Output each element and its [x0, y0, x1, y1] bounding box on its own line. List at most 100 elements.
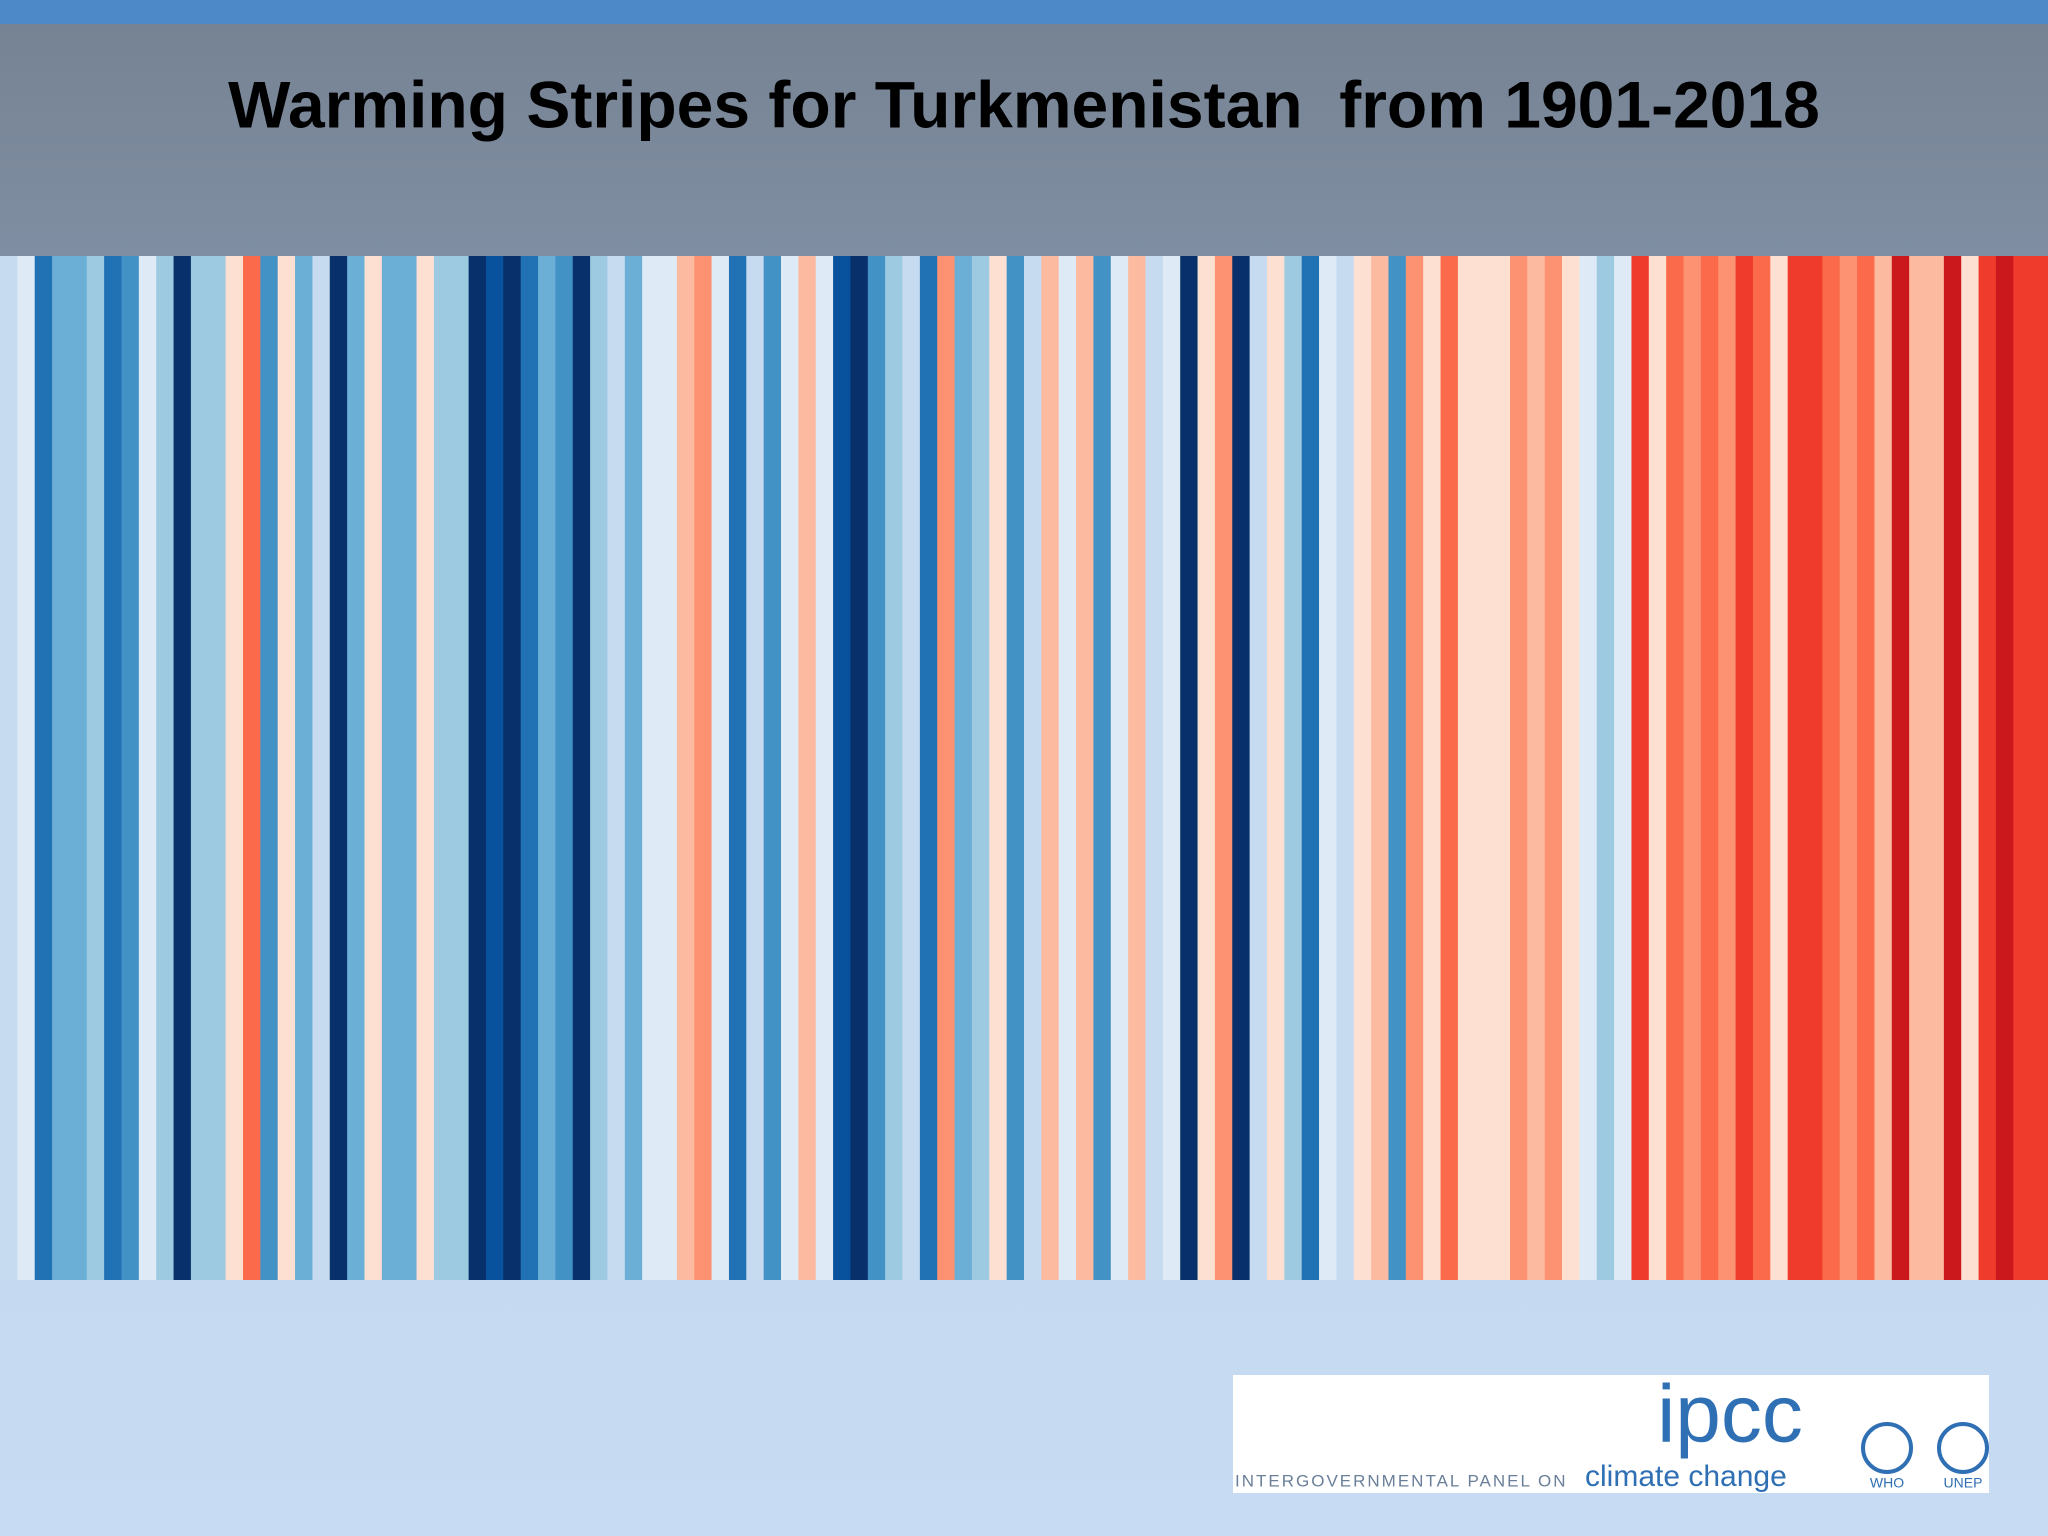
stripe: [1596, 256, 1615, 1280]
stripe: [2030, 256, 2048, 1280]
stripe: [919, 256, 938, 1280]
stripe: [1319, 256, 1337, 1280]
stripe: [364, 256, 383, 1280]
stripe: [746, 256, 765, 1280]
stripe: [17, 256, 36, 1280]
stripe: [607, 256, 626, 1280]
stripe: [937, 256, 956, 1280]
stripe: [1995, 256, 2014, 1280]
stripe: [416, 256, 435, 1280]
stripe: [1197, 256, 1216, 1280]
stripe: [173, 256, 192, 1280]
stripe: [1180, 256, 1199, 1280]
stripe: [1909, 256, 1928, 1280]
stripe: [1926, 256, 1945, 1280]
stripe: [1145, 256, 1164, 1280]
stripe: [104, 256, 122, 1280]
stripe: [468, 256, 487, 1280]
stripe: [728, 256, 747, 1280]
stripe: [989, 256, 1008, 1280]
stripe: [659, 256, 678, 1280]
stripe: [1544, 256, 1563, 1280]
stripe: [260, 256, 279, 1280]
stripe: [520, 256, 539, 1280]
chart-title: Warming Stripes for Turkmenistan from 19…: [228, 67, 1820, 141]
stripe: [538, 256, 556, 1280]
who-label: WHO: [1870, 1475, 1904, 1491]
stripe: [1336, 256, 1355, 1280]
stripe: [1839, 256, 1858, 1280]
stripe: [295, 256, 313, 1280]
stripe: [1822, 256, 1841, 1280]
stripe: [572, 256, 591, 1280]
stripe: [1457, 256, 1476, 1280]
stripe: [1162, 256, 1181, 1280]
stripe: [1371, 256, 1389, 1280]
stripe: [1614, 256, 1632, 1280]
stripe: [1648, 256, 1667, 1280]
stripe: [694, 256, 713, 1280]
stripe: [1076, 256, 1094, 1280]
stripe: [642, 256, 661, 1280]
stripe: [1284, 256, 1303, 1280]
stripe: [1110, 256, 1129, 1280]
stripe: [399, 256, 418, 1280]
stripe: [1562, 256, 1580, 1280]
stripe: [815, 256, 834, 1280]
stripe: [156, 256, 175, 1280]
stripe: [2013, 256, 2032, 1280]
stripe: [1718, 256, 1737, 1280]
stripe: [798, 256, 817, 1280]
stripe: [902, 256, 921, 1280]
logo-tagline: INTERGOVERNMENTAL PANEL ON: [1235, 1471, 1568, 1490]
stripe: [833, 256, 851, 1280]
stripe: [1301, 256, 1320, 1280]
stripe: [225, 256, 244, 1280]
stripe: [1787, 256, 1806, 1280]
stripe: [850, 256, 869, 1280]
stripe: [381, 256, 400, 1280]
logo-name: ipcc: [1657, 1369, 1803, 1460]
stripe: [1475, 256, 1494, 1280]
stripe: [1770, 256, 1789, 1280]
stripe: [1388, 256, 1407, 1280]
logo-box: [1233, 1375, 1989, 1493]
stripe: [347, 256, 365, 1280]
stripe: [138, 256, 157, 1280]
stripe: [1891, 256, 1910, 1280]
stripe: [971, 256, 990, 1280]
stripe: [503, 256, 522, 1280]
stripe: [277, 256, 296, 1280]
stripe: [34, 256, 53, 1280]
stripe: [1700, 256, 1719, 1280]
stripe: [208, 256, 227, 1280]
stripe: [1874, 256, 1893, 1280]
unep-emblem: [1937, 1422, 1989, 1474]
stripe: [121, 256, 140, 1280]
stripe: [312, 256, 331, 1280]
stripe: [1041, 256, 1060, 1280]
logo: ipcc INTERGOVERNMENTAL PANEL ON climate …: [1233, 1369, 1989, 1493]
stripe: [1423, 256, 1442, 1280]
stripe: [1128, 256, 1146, 1280]
stripe: [1943, 256, 1962, 1280]
stripe: [1024, 256, 1042, 1280]
stripe: [1405, 256, 1424, 1280]
stripe: [885, 256, 904, 1280]
stripe: [1978, 256, 1997, 1280]
stripe: [867, 256, 886, 1280]
stripe: [1006, 256, 1025, 1280]
stripe: [1666, 256, 1685, 1280]
stripe: [1961, 256, 1980, 1280]
stripe: [590, 256, 608, 1280]
stripe: [329, 256, 348, 1280]
stripe: [1735, 256, 1754, 1280]
stripe: [1492, 256, 1511, 1280]
stripe: [1857, 256, 1875, 1280]
stripe: [555, 256, 574, 1280]
stripe: [1683, 256, 1702, 1280]
stripe: [433, 256, 452, 1280]
top-bar: [0, 0, 2048, 24]
